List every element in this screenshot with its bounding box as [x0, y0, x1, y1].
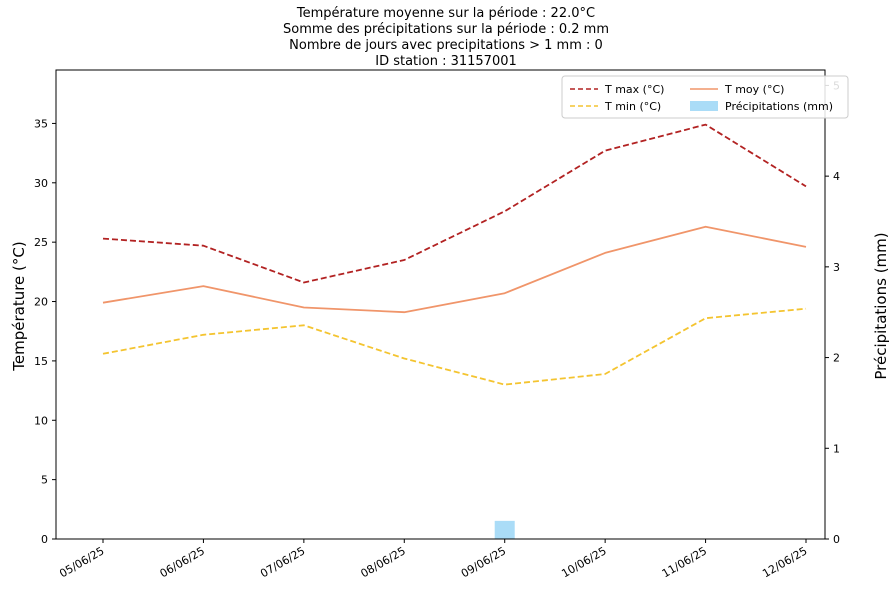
- right-y-tick-label-2: 2: [833, 352, 840, 365]
- legend-item-tmax: T max (°C): [570, 83, 664, 96]
- chart-title: Température moyenne sur la période : 22.…: [283, 6, 609, 69]
- series-line-t-min-c: [102, 307, 807, 386]
- left-y-tick-label-5: 5: [41, 474, 48, 487]
- legend-label-tmoy: T moy (°C): [724, 83, 784, 96]
- legend-item-tmoy: T moy (°C): [690, 83, 784, 96]
- left-y-tick-label-30: 30: [34, 177, 48, 190]
- right-y-tick-label-0: 0: [833, 533, 840, 546]
- left-y-tick-label-0: 0: [41, 533, 48, 546]
- title-line-station-id: ID station : 31157001: [375, 54, 517, 69]
- left-y-axis: 0 5 10 15 20 25 30 35: [34, 117, 56, 546]
- title-line-precipitation-sum: Somme des précipitations sur la période …: [283, 22, 609, 37]
- temperature-lines: [102, 123, 807, 386]
- left-y-tick-label-15: 15: [34, 355, 48, 368]
- plot-area-frame: [55, 69, 826, 540]
- legend-frame: [561, 75, 849, 119]
- x-tick-label-5: 10/06/25: [559, 544, 608, 580]
- x-tick-label-3: 08/06/25: [358, 544, 407, 580]
- x-tick-label-7: 12/06/25: [760, 544, 809, 580]
- precipitation-bar-4: [494, 520, 515, 539]
- x-axis: 05/06/25 06/06/25 07/06/25 08/06/25 09/06/25…: [57, 539, 810, 580]
- legend-label-precipitation: Précipitations (mm): [725, 100, 833, 113]
- legend-label-tmax: T max (°C): [604, 83, 664, 96]
- left-y-tick-label-35: 35: [34, 117, 48, 130]
- legend: T max (°C) T moy (°C) T min (°C) Précipi…: [561, 75, 849, 119]
- title-line-rain-days: Nombre de jours avec precipitations > 1 …: [289, 38, 603, 53]
- left-y-tick-label-25: 25: [34, 236, 48, 249]
- x-tick-label-1: 06/06/25: [158, 544, 207, 580]
- right-y-tick-label-3: 3: [833, 261, 840, 274]
- left-y-axis-label: Température (°C): [10, 241, 28, 371]
- series-line-t-moy-c: [102, 225, 807, 314]
- legend-item-tmin: T min (°C): [570, 100, 661, 113]
- x-tick-label-0: 05/06/25: [57, 544, 106, 580]
- legend-item-precipitation: Précipitations (mm): [690, 100, 833, 113]
- x-tick-label-4: 09/06/25: [459, 544, 508, 580]
- legend-swatch-precipitation: [690, 101, 718, 111]
- x-tick-label-2: 07/06/25: [258, 544, 307, 580]
- legend-label-tmin: T min (°C): [604, 100, 661, 113]
- series-line-t-max-c: [102, 123, 807, 284]
- right-y-axis: 012345: [825, 79, 840, 546]
- left-y-tick-label-10: 10: [34, 414, 48, 427]
- left-y-tick-label-20: 20: [34, 296, 48, 309]
- right-y-axis-label: Précipitations (mm): [872, 232, 890, 379]
- title-line-temperature: Température moyenne sur la période : 22.…: [296, 6, 595, 21]
- right-y-tick-label-1: 1: [833, 442, 840, 455]
- right-y-tick-label-4: 4: [833, 170, 840, 183]
- x-tick-label-6: 11/06/25: [660, 544, 709, 580]
- precipitation-bars: [494, 520, 515, 539]
